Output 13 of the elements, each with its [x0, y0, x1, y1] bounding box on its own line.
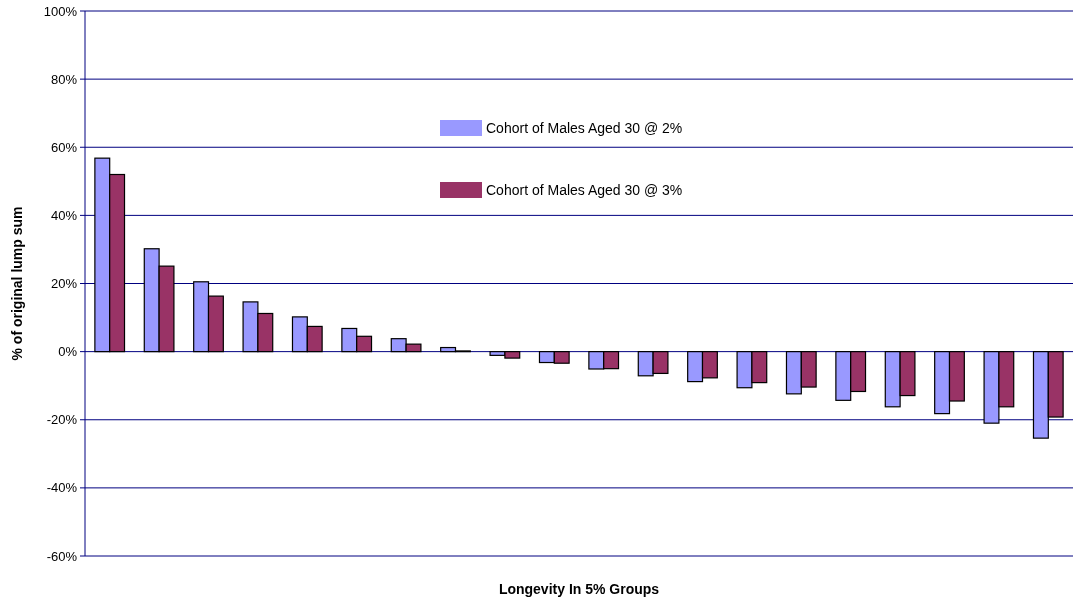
legend-label: Cohort of Males Aged 30 @ 2%	[486, 119, 683, 136]
y-tick-label: -40%	[46, 480, 78, 496]
y-tick-label: 20%	[50, 276, 78, 292]
legend-label: Cohort of Males Aged 30 @ 3%	[486, 181, 683, 198]
y-axis-title: % of original lump sum	[9, 206, 25, 361]
y-tick-label: -20%	[46, 412, 78, 428]
y-tick-label: 100%	[43, 3, 78, 19]
y-tick-label: 80%	[50, 71, 78, 87]
y-tick-label: -60%	[46, 548, 78, 564]
y-tick-label: 40%	[50, 207, 78, 223]
y-tick-label: 60%	[50, 139, 78, 155]
y-tick-label: 0%	[58, 344, 78, 360]
x-axis-title: Longevity In 5% Groups	[498, 581, 660, 597]
